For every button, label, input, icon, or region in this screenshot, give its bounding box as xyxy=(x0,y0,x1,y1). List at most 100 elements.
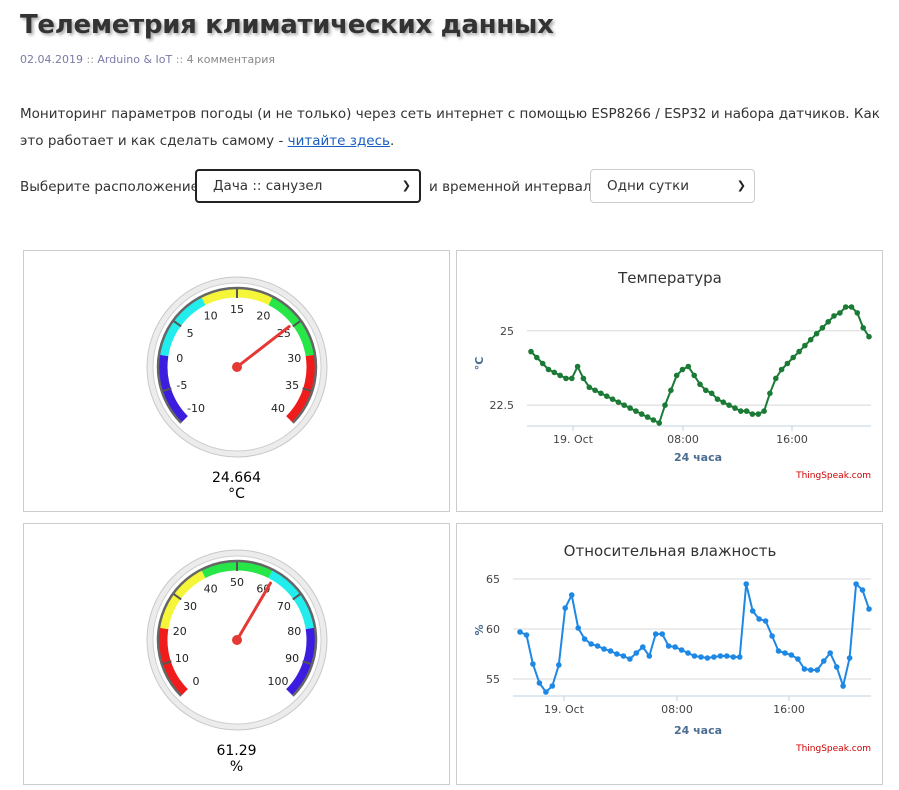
temp-chart-point xyxy=(831,313,837,319)
temp-chart-title: Температура xyxy=(617,269,722,287)
temp-chart-point xyxy=(697,381,703,388)
location-select[interactable]: Дача :: санузел ❯ xyxy=(195,169,421,203)
temp-chart-point xyxy=(633,408,639,414)
post-date[interactable]: 02.04.2019 xyxy=(20,53,83,66)
hum-chart-point xyxy=(530,661,536,667)
humidity-chart-panel: Относительная влажность 55 60 65 19. Oct 08:0… xyxy=(456,523,883,785)
temp-chart-point xyxy=(866,333,872,340)
hum-chart-point xyxy=(575,625,581,631)
temp-chart-y-tick-label: 22.5 xyxy=(490,399,515,412)
hum-chart-point xyxy=(685,650,691,656)
temp-chart-point xyxy=(738,408,744,414)
temp-chart-y-tick-label: 25 xyxy=(500,325,514,338)
temp-gauge-tick-label: -10 xyxy=(187,402,205,415)
hum-chart-point xyxy=(840,683,846,689)
temp-chart-point xyxy=(691,372,697,379)
temp-gauge-tick-label: 35 xyxy=(285,379,299,392)
intro-paragraph: Мониторинг параметров погоды (и не тольк… xyxy=(20,101,890,155)
hum-gauge-tick-label: 70 xyxy=(277,600,291,613)
hum-chart-credit: ThingSpeak.com xyxy=(795,744,871,754)
temp-chart-point xyxy=(580,375,587,382)
read-here-link[interactable]: читайте здесь xyxy=(287,133,390,149)
hum-chart-point xyxy=(704,655,711,661)
post-comments[interactable]: 4 комментария xyxy=(186,53,275,66)
hum-gauge-tick xyxy=(173,593,182,601)
interval-select[interactable]: Одни сутки ❯ xyxy=(590,169,755,203)
interval-select-value: Одни сутки xyxy=(607,178,690,194)
temp-chart-point xyxy=(726,402,732,408)
temp-chart-point xyxy=(609,396,616,402)
humidity-gauge-panel: 0 10 20 30 40 50 60 70 80 90 100 61.29 % xyxy=(23,523,450,785)
temp-gauge-tick xyxy=(162,387,172,393)
temp-chart-point xyxy=(644,414,651,420)
hum-gauge-tick-label: 100 xyxy=(268,675,289,688)
temp-chart-point xyxy=(545,366,552,373)
temp-chart-point xyxy=(755,411,762,417)
hum-chart-point xyxy=(640,644,646,650)
temp-chart-point xyxy=(714,396,721,402)
post-category[interactable]: Arduino & IoT xyxy=(97,53,173,66)
temp-chart-point xyxy=(703,387,709,394)
hum-chart-point xyxy=(581,636,588,642)
temp-chart-point xyxy=(534,354,540,361)
temp-gauge-tick xyxy=(292,320,301,328)
temp-chart-x-axis-title: 24 часа xyxy=(674,451,722,464)
temp-chart-credit: ThingSpeak.com xyxy=(795,471,871,481)
hum-chart-point xyxy=(833,664,840,670)
hum-gauge-tick-label: 10 xyxy=(175,652,189,665)
temp-chart-point xyxy=(720,399,727,405)
temp-chart-point xyxy=(685,363,692,370)
temp-chart-point xyxy=(604,393,610,399)
hum-chart-series-line xyxy=(519,581,870,694)
hum-gauge-needle xyxy=(235,581,272,642)
temp-chart-point xyxy=(749,411,756,417)
temp-chart-point xyxy=(586,384,593,391)
temp-chart-point xyxy=(673,372,680,379)
temp-chart-point xyxy=(557,372,563,379)
temp-gauge-scale-rim xyxy=(156,286,318,424)
hum-gauge-tick xyxy=(302,660,312,666)
hum-chart-point xyxy=(691,653,698,659)
temp-chart-point xyxy=(668,387,674,394)
temp-gauge-tick-label: 0 xyxy=(176,352,183,365)
hum-chart-point xyxy=(633,650,640,656)
hum-gauge-tick-label: 40 xyxy=(204,582,218,595)
location-select-value: Дача :: санузел xyxy=(213,178,323,194)
temp-chart-point xyxy=(569,375,575,382)
temp-chart-point xyxy=(796,348,802,355)
hum-chart-point xyxy=(808,667,814,673)
hum-chart-point xyxy=(736,654,743,660)
temp-chart-point xyxy=(790,354,796,361)
hum-chart-point xyxy=(724,653,730,659)
temp-chart-point xyxy=(854,310,861,316)
hum-chart-point xyxy=(646,653,653,659)
hum-chart-point xyxy=(588,641,594,647)
hum-gauge-tick xyxy=(292,593,301,601)
temp-chart-point xyxy=(732,405,738,411)
temp-chart-point xyxy=(638,411,645,417)
chevron-down-icon: ❯ xyxy=(736,179,746,192)
hum-chart-point xyxy=(523,632,530,638)
temp-chart-point xyxy=(819,325,826,331)
temp-gauge-tick-label: 5 xyxy=(187,327,194,340)
temp-chart-point xyxy=(807,336,814,343)
hum-chart-point xyxy=(782,650,788,656)
temp-chart-point xyxy=(767,390,773,397)
temp-gauge-tick-label: 25 xyxy=(277,327,291,340)
temp-chart-point xyxy=(551,369,558,376)
hum-chart-point xyxy=(801,666,808,672)
temperature-chart: Температура 22.5 25 19. Oct 08:00 16:00 24 час… xyxy=(473,269,872,481)
humidity-chart: Относительная влажность 55 60 65 19. Oct 08:0… xyxy=(473,542,872,754)
temp-chart-point xyxy=(679,366,686,373)
temperature-chart-panel: Температура 22.5 25 19. Oct 08:00 16:00 24 час… xyxy=(456,250,883,512)
temp-chart-point xyxy=(860,325,866,331)
hum-gauge-needle-hub xyxy=(232,635,242,645)
intro-end: . xyxy=(389,133,395,149)
temp-chart-point xyxy=(842,304,849,310)
temp-chart-point xyxy=(778,366,785,373)
hum-chart-y-tick-label: 55 xyxy=(486,673,500,686)
hum-chart-point xyxy=(795,656,801,662)
temp-chart-point xyxy=(761,408,767,414)
hum-chart-point xyxy=(743,581,749,587)
